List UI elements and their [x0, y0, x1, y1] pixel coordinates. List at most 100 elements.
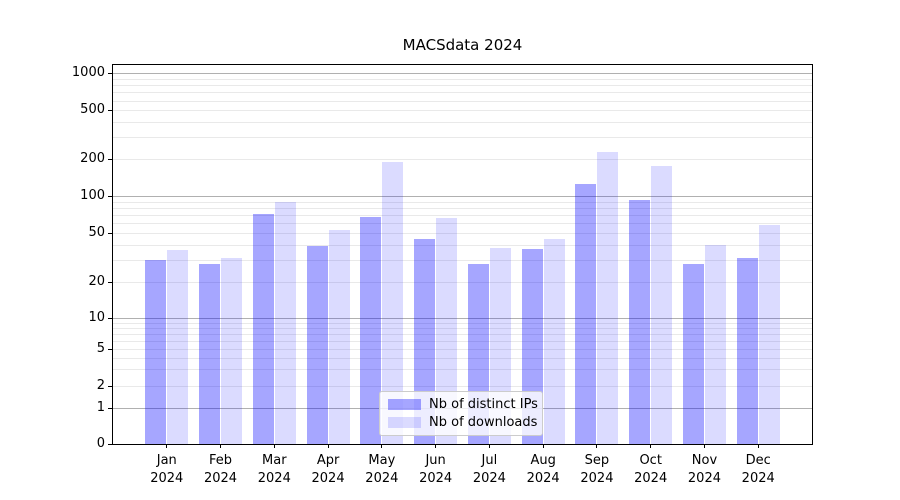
y-tick — [108, 196, 112, 197]
bar-distinct-ips — [360, 216, 382, 444]
x-tick-label: Feb 2024 — [191, 452, 251, 488]
x-tick-label-month: Nov — [691, 453, 718, 468]
y-gridline-minor — [113, 137, 812, 139]
y-tick-label: 1000 — [71, 65, 105, 81]
bar-downloads — [436, 218, 458, 444]
x-tick-label: Jul 2024 — [459, 452, 519, 488]
y-gridline-major — [113, 73, 812, 75]
y-tick-label: 10 — [88, 310, 105, 325]
x-tick — [220, 444, 222, 448]
x-tick-label-month: Sep — [584, 453, 610, 468]
bar-downloads — [704, 244, 726, 444]
y-gridline-minor — [113, 340, 812, 342]
y-gridline-major — [113, 318, 812, 319]
bar-downloads — [274, 201, 296, 444]
bar-downloads — [167, 250, 189, 444]
y-gridline-minor — [113, 357, 812, 359]
y-gridline-minor — [113, 201, 812, 203]
x-tick — [327, 444, 329, 448]
y-gridline-minor — [113, 122, 812, 124]
y-tick — [108, 281, 112, 283]
x-tick-label: Aug 2024 — [513, 452, 573, 488]
x-tick-label-year: 2024 — [419, 471, 453, 486]
y-tick-label: 50 — [88, 225, 105, 240]
x-tick-label: Sep 2024 — [567, 452, 627, 488]
bar-downloads — [221, 258, 243, 444]
bar-downloads — [597, 151, 619, 444]
x-tick-label-month: Jan — [156, 453, 177, 468]
y-tick-label: 200 — [80, 151, 105, 166]
x-tick-label: Apr 2024 — [298, 452, 358, 488]
x-tick — [596, 444, 598, 448]
x-tick-label: Jun 2024 — [406, 452, 466, 488]
y-gridline-minor — [113, 385, 812, 387]
y-tick-label: 20 — [88, 273, 105, 289]
x-tick-label-month: Dec — [745, 453, 771, 468]
y-gridline-minor — [113, 223, 812, 225]
y-gridline-minor — [113, 100, 812, 102]
x-tick-label-year: 2024 — [365, 471, 399, 486]
y-gridline-minor — [113, 78, 812, 80]
bar-downloads — [382, 161, 404, 444]
x-tick-label-month: May — [368, 453, 396, 468]
bar-distinct-ips — [575, 184, 597, 444]
x-tick — [757, 444, 759, 448]
y-gridline-major — [113, 196, 812, 197]
x-tick-label: Mar 2024 — [244, 452, 304, 488]
x-tick-label-month: Feb — [209, 453, 233, 468]
x-tick-label-year: 2024 — [526, 471, 560, 486]
bar-distinct-ips — [252, 213, 274, 444]
legend-swatch-downloads — [388, 417, 421, 428]
x-tick — [381, 444, 383, 448]
x-tick-label-year: 2024 — [687, 471, 721, 486]
x-tick-label: Oct 2024 — [621, 452, 681, 488]
bar-distinct-ips — [306, 246, 328, 444]
bar-distinct-ips — [629, 200, 651, 444]
x-tick — [273, 444, 275, 448]
y-gridline-minor — [113, 260, 812, 262]
y-tick-label: 500 — [80, 102, 105, 118]
y-gridline-minor — [113, 333, 812, 335]
x-tick — [703, 444, 705, 448]
y-gridline-minor — [113, 92, 812, 94]
x-tick-label: Nov 2024 — [674, 452, 734, 488]
x-tick-label-year: 2024 — [634, 471, 668, 486]
y-tick — [108, 318, 112, 319]
x-tick — [542, 444, 544, 448]
y-tick-label: 5 — [96, 341, 105, 356]
x-tick — [166, 444, 168, 448]
y-tick — [108, 407, 112, 409]
y-tick — [108, 110, 112, 112]
y-tick-label: 1 — [96, 399, 105, 415]
x-tick-label-year: 2024 — [580, 471, 614, 486]
y-tick — [108, 233, 112, 234]
x-tick-label-year: 2024 — [257, 471, 291, 486]
y-tick — [108, 349, 112, 350]
bar-distinct-ips — [145, 260, 167, 444]
bar-distinct-ips — [682, 263, 704, 444]
y-gridline-minor — [113, 327, 812, 329]
legend: Nb of distinct IPs Nb of downloads — [379, 391, 543, 436]
legend-label-downloads: Nb of downloads — [429, 415, 538, 430]
y-tick — [108, 159, 112, 160]
x-tick-label-month: Oct — [639, 453, 662, 468]
y-tick — [108, 385, 112, 387]
bar-downloads — [543, 238, 565, 444]
x-tick-label-month: Jun — [425, 453, 446, 468]
x-tick-label-month: Aug — [530, 453, 556, 468]
x-tick-label-year: 2024 — [203, 471, 238, 486]
x-tick-label-month: Jul — [481, 453, 498, 468]
y-gridline-minor — [113, 244, 812, 246]
y-gridline-minor — [113, 159, 812, 160]
bar-distinct-ips — [736, 258, 758, 444]
x-tick-label-year: 2024 — [311, 471, 345, 486]
bar-distinct-ips — [199, 263, 221, 444]
y-gridline-minor — [113, 281, 812, 283]
y-gridline-minor — [113, 110, 812, 112]
x-tick-label: Dec 2024 — [728, 452, 788, 488]
x-tick-label-month: Apr — [316, 453, 340, 468]
y-tick-label: 0 — [96, 436, 105, 451]
y-tick-label: 100 — [80, 188, 105, 203]
bar-downloads — [758, 225, 780, 444]
